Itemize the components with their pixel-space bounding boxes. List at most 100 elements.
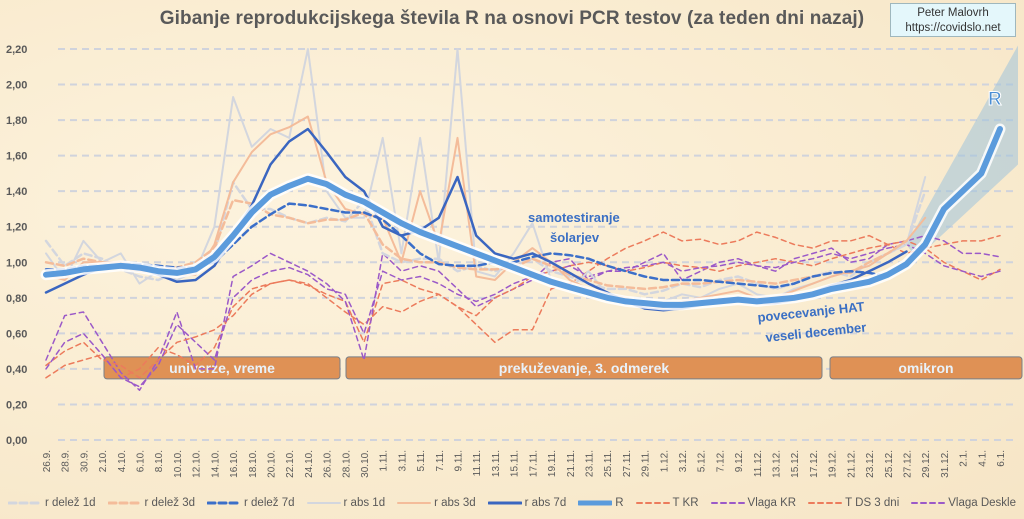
y-tick-label: 2,20 — [6, 44, 27, 56]
x-tick-label: 3.12. — [678, 450, 689, 472]
annotation-text: samotestiranje — [528, 210, 620, 225]
x-tick-label: 28.10. — [341, 450, 352, 478]
x-tick-label: 23.12. — [865, 450, 876, 478]
series-line-vlaga-kr — [45, 234, 1001, 391]
legend-swatch — [397, 502, 432, 504]
x-tick-label: 17.12. — [809, 450, 820, 478]
x-tick-label: 19.11. — [547, 450, 558, 477]
x-tick-label: 19.12. — [828, 450, 839, 478]
legend-swatch — [808, 502, 843, 504]
legend-swatch — [487, 501, 522, 505]
legend-label: T KR — [672, 497, 699, 509]
y-tick-label: 1,20 — [6, 222, 27, 234]
x-tick-label: 15.11. — [510, 450, 521, 477]
y-tick-label: 1,80 — [6, 115, 27, 127]
x-tick-label: 7.11. — [435, 450, 446, 472]
annotation-band-label: omikron — [898, 360, 953, 376]
x-tick-label: 24.10. — [304, 450, 315, 478]
annotation-band — [829, 356, 1023, 380]
x-tick-label: 5.12. — [697, 450, 708, 472]
author-credit-box: Peter Malovrh https://covidslo.net — [890, 3, 1016, 37]
y-tick-label: 0,80 — [6, 293, 27, 305]
y-tick-label: 0,60 — [6, 328, 27, 340]
x-tick-label: 6.1. — [996, 450, 1007, 467]
legend-swatch — [911, 502, 946, 504]
x-tick-label: 31.12. — [940, 450, 951, 478]
legend-label: r abs 1d — [343, 497, 386, 509]
legend-swatch — [710, 502, 745, 504]
legend-item: T KR — [635, 497, 699, 509]
x-tick-label: 4.1. — [977, 450, 988, 467]
legend-item: r abs 1d — [306, 497, 386, 509]
legend-label: r abs 3d — [434, 497, 476, 509]
legend-item: R — [578, 497, 624, 509]
x-tick-label: 8.10. — [154, 450, 165, 472]
annotation-band — [103, 356, 341, 380]
legend-item: r abs 3d — [397, 497, 476, 509]
x-tick-label: 3.11. — [397, 450, 408, 472]
series-line-t-kr — [45, 231, 1001, 379]
x-tick-label: 20.10. — [266, 450, 277, 478]
annotation-band-label: univerze, vreme — [169, 360, 275, 376]
x-tick-label: 30.10. — [360, 450, 371, 478]
legend-label: T DS 3 dni — [845, 497, 900, 509]
legend-item: r delež 3d — [107, 497, 196, 509]
legend-label: r delež 1d — [44, 497, 96, 509]
x-tick-label: 16.10. — [229, 450, 240, 478]
y-tick-label: 0,40 — [6, 364, 27, 376]
x-tick-label: 2.1. — [959, 450, 970, 467]
x-tick-label: 30.9. — [79, 450, 90, 472]
x-tick-label: 10.10. — [173, 450, 184, 478]
x-tick-label: 25.12. — [884, 450, 895, 478]
y-tick-label: 0,00 — [6, 435, 27, 447]
x-tick-label: 29.12. — [921, 450, 932, 478]
legend-swatch — [578, 500, 613, 506]
x-tick-label: 13.12. — [772, 450, 783, 478]
series-line-r-dele-7d — [44, 202, 890, 289]
x-tick-label: 21.12. — [846, 450, 857, 478]
legend-label: r abs 7d — [524, 497, 567, 509]
x-tick-label: 26.9. — [42, 450, 53, 472]
x-tick-label: 5.11. — [416, 450, 427, 472]
chart-title: Gibanje reprodukcijskega števila R na os… — [159, 8, 865, 29]
x-tick-label: 12.10. — [192, 450, 203, 478]
x-tick-label: 1.11. — [379, 450, 390, 472]
legend-swatch — [107, 501, 142, 505]
author-url[interactable]: https://covidslo.net — [905, 22, 1001, 34]
x-tick-label: 27.11. — [622, 450, 633, 477]
y-tick-label: 1,40 — [6, 186, 27, 198]
series-line-r-dele-3d — [44, 198, 908, 291]
legend-swatch — [207, 501, 242, 505]
x-tick-label: 27.12. — [902, 450, 913, 478]
x-tick-label: 11.12. — [753, 450, 764, 477]
x-tick-label: 9.12. — [734, 450, 745, 472]
legend-item: r abs 7d — [487, 497, 567, 509]
annotation-band — [345, 356, 823, 380]
x-tick-label: 26.10. — [323, 450, 334, 478]
x-tick-label: 22.10. — [285, 450, 296, 478]
x-tick-label: 9.11. — [454, 450, 465, 472]
x-tick-label: 6.10. — [136, 450, 147, 472]
x-tick-label: 14.10. — [210, 450, 221, 478]
legend: r delež 1d r delež 3d r delež 7d r abs 1d r … — [0, 494, 1024, 512]
x-tick-label: 2.10. — [98, 450, 109, 472]
series-line-t-ds-3-dni — [45, 240, 1001, 379]
x-tick-label: 25.11. — [603, 450, 614, 477]
x-tick-label: 13.11. — [491, 450, 502, 477]
author-name: Peter Malovrh — [917, 7, 989, 19]
x-tick-label: 7.12. — [715, 450, 726, 472]
series-line-r — [43, 126, 1003, 308]
x-tick-label: 23.11. — [584, 450, 595, 477]
x-tick-label: 18.10. — [248, 450, 259, 478]
series-line-vlaga-deskle — [45, 243, 1001, 388]
legend-label: Vlaga Deskle — [948, 497, 1017, 509]
x-tick-label: 21.11. — [566, 450, 577, 477]
legend-item: r delež 7d — [207, 497, 295, 509]
annotation-band-label: prekuževanje, 3. odmerek — [499, 360, 670, 376]
legend-label: r delež 3d — [144, 497, 196, 509]
legend-label: R — [615, 497, 624, 509]
legend-item: Vlaga KR — [710, 497, 796, 509]
legend-swatch — [7, 501, 42, 505]
y-tick-label: 1,60 — [6, 151, 27, 163]
